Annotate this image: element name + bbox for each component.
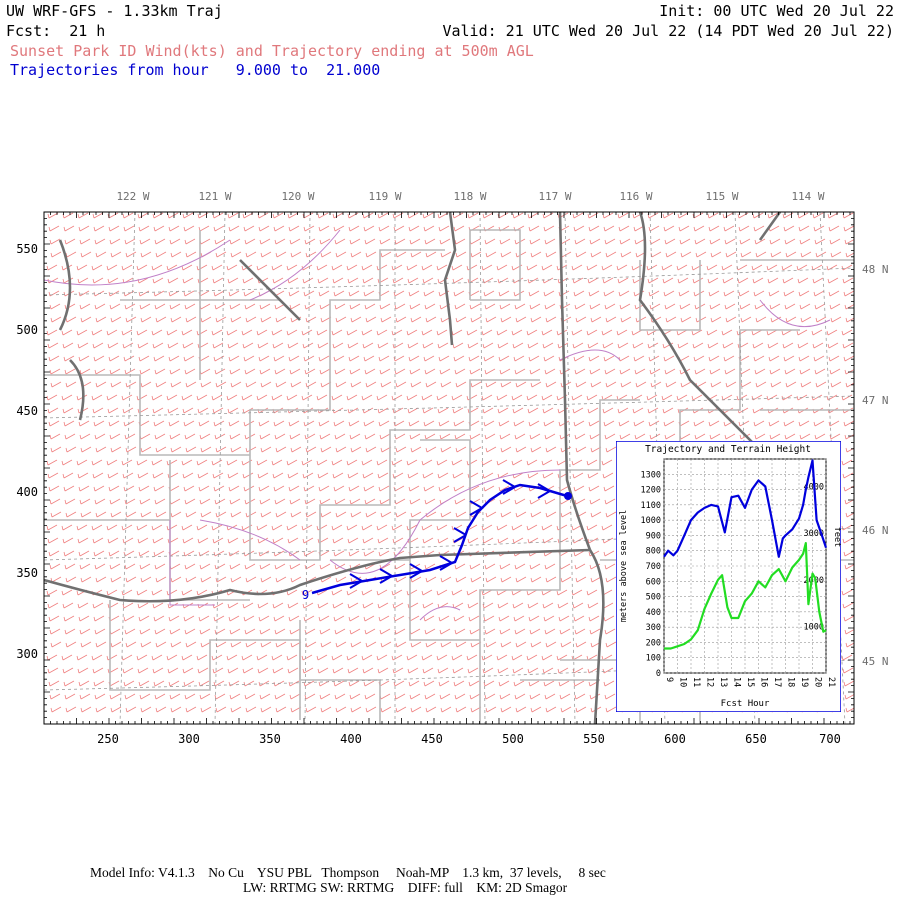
inset-x-tick-label: 12 bbox=[705, 677, 715, 687]
inset-feet-tick-label: 3000 bbox=[804, 529, 824, 539]
trajectory-arrow bbox=[469, 500, 483, 516]
inset-y-tick-label: 200 bbox=[646, 638, 661, 648]
latitude-label: 47 N bbox=[862, 394, 889, 407]
y-grid-tick-label: 550 bbox=[16, 242, 38, 256]
trajectory-arrow bbox=[349, 573, 363, 589]
inset-y-tick-label: 1300 bbox=[641, 470, 661, 480]
trajectory-terrain-inset: Trajectory and Terrain Height 0 100 200 300… bbox=[616, 441, 841, 712]
inset-y-tick-label: 0 bbox=[656, 669, 661, 679]
inset-x-tick-label: 19 bbox=[799, 677, 809, 687]
trajectory-endpoint bbox=[564, 492, 572, 500]
x-grid-tick-label: 500 bbox=[502, 732, 524, 746]
trajectory-arrow bbox=[439, 555, 453, 571]
y-grid-tick-label: 500 bbox=[16, 323, 38, 337]
wind-barbs bbox=[46, 212, 854, 713]
x-grid-tick-label: 400 bbox=[340, 732, 362, 746]
x-grid-tick-label: 550 bbox=[583, 732, 605, 746]
inset-x-tick-label: 15 bbox=[745, 677, 755, 687]
trajectory-arrow bbox=[453, 527, 467, 543]
county-borders bbox=[44, 229, 854, 724]
inset-y-tick-label: 1000 bbox=[641, 516, 661, 526]
longitude-label: 122 W bbox=[116, 190, 149, 203]
inset-x-tick-label: 21 bbox=[826, 677, 836, 687]
longitude-label: 117 W bbox=[538, 190, 571, 203]
inset-y-tick-label: 1100 bbox=[641, 501, 661, 511]
inset-y-tick-label: 400 bbox=[646, 608, 661, 618]
inset-x-tick-label: 13 bbox=[718, 677, 728, 687]
y-grid-tick-label: 450 bbox=[16, 404, 38, 418]
inset-x-tick-label: 17 bbox=[772, 677, 782, 687]
x-grid-tick-label: 700 bbox=[819, 732, 841, 746]
trajectory-arrow bbox=[502, 479, 516, 495]
physics-info: LW: RRTMG SW: RRTMG DIFF: full KM: 2D Sm… bbox=[243, 880, 568, 895]
inset-x-axis-title: Fcst Hour bbox=[721, 699, 770, 709]
model-title: UW WRF-GFS - 1.33km Traj bbox=[6, 2, 223, 20]
inset-y-tick-label: 900 bbox=[646, 531, 661, 541]
inset-x-tick-label: 20 bbox=[813, 677, 823, 687]
model-info: Model Info: V4.1.3 No Cu YSU PBL Thompso… bbox=[90, 865, 606, 880]
inset-y-axis-title: meters above sea level bbox=[619, 510, 629, 623]
map-tick-marks bbox=[43, 211, 854, 725]
inset-x-tick-label: 11 bbox=[691, 677, 701, 687]
trajectory-path bbox=[311, 479, 572, 595]
lat-lon-grid bbox=[44, 212, 854, 724]
inset-feet-tick-label: 2000 bbox=[804, 576, 824, 586]
forecast-hour: Fcst: 21 h bbox=[6, 22, 106, 40]
inset-title: Trajectory and Terrain Height bbox=[645, 444, 811, 455]
inset-right-axis-title: feet bbox=[832, 527, 841, 547]
x-grid-tick-label: 650 bbox=[745, 732, 767, 746]
wind-barb-field bbox=[46, 212, 854, 713]
trajectory-arrow bbox=[379, 568, 393, 584]
trajectory-hours: Trajectories from hour 9.000 to 21.000 bbox=[10, 61, 381, 79]
latitude-label: 45 N bbox=[862, 655, 889, 668]
y-grid-tick-label: 300 bbox=[16, 647, 38, 661]
inset-y-tick-label: 700 bbox=[646, 562, 661, 572]
valid-time: Valid: 21 UTC Wed 20 Jul 22 (14 PDT Wed … bbox=[442, 22, 894, 40]
longitude-label: 115 W bbox=[705, 190, 738, 203]
x-grid-tick-label: 350 bbox=[259, 732, 281, 746]
latitude-label: 46 N bbox=[862, 524, 889, 537]
latitude-label: 48 N bbox=[862, 263, 889, 276]
inset-y-tick-label: 100 bbox=[646, 654, 661, 664]
inset-feet-tick-label: 1000 bbox=[804, 622, 824, 632]
terrain-height-line bbox=[664, 541, 827, 650]
y-grid-tick-label: 400 bbox=[16, 485, 38, 499]
inset-x-tick-label: 9 bbox=[664, 677, 674, 682]
inset-y-tick-label: 600 bbox=[646, 577, 661, 587]
trajectory-arrow bbox=[409, 563, 423, 579]
inset-y-tick-label: 300 bbox=[646, 623, 661, 633]
trajectory-start-label: 9 bbox=[302, 588, 309, 602]
inset-x-tick-label: 10 bbox=[678, 677, 688, 687]
inset-x-tick-label: 16 bbox=[759, 677, 769, 687]
x-grid-tick-label: 250 bbox=[97, 732, 119, 746]
x-grid-tick-label: 450 bbox=[421, 732, 443, 746]
trajectory-arrow bbox=[537, 483, 551, 499]
y-grid-tick-label: 350 bbox=[16, 566, 38, 580]
longitude-label: 118 W bbox=[453, 190, 486, 203]
inset-y-tick-label: 800 bbox=[646, 547, 661, 557]
inset-x-tick-label: 18 bbox=[786, 677, 796, 687]
map-subtitle: Sunset Park ID Wind(kts) and Trajectory … bbox=[10, 42, 534, 60]
longitude-label: 116 W bbox=[619, 190, 652, 203]
longitude-label: 121 W bbox=[198, 190, 231, 203]
inset-x-tick-label: 14 bbox=[732, 677, 742, 687]
longitude-label: 119 W bbox=[368, 190, 401, 203]
inset-y-tick-label: 1200 bbox=[641, 486, 661, 496]
water-bodies bbox=[44, 229, 831, 621]
init-time: Init: 00 UTC Wed 20 Jul 22 bbox=[659, 2, 894, 20]
trajectory-height-line bbox=[663, 459, 828, 558]
longitude-label: 120 W bbox=[281, 190, 314, 203]
x-grid-tick-label: 300 bbox=[178, 732, 200, 746]
longitude-label: 114 W bbox=[791, 190, 824, 203]
inset-y-tick-label: 500 bbox=[646, 593, 661, 603]
x-grid-tick-label: 600 bbox=[664, 732, 686, 746]
state-borders bbox=[44, 212, 791, 724]
